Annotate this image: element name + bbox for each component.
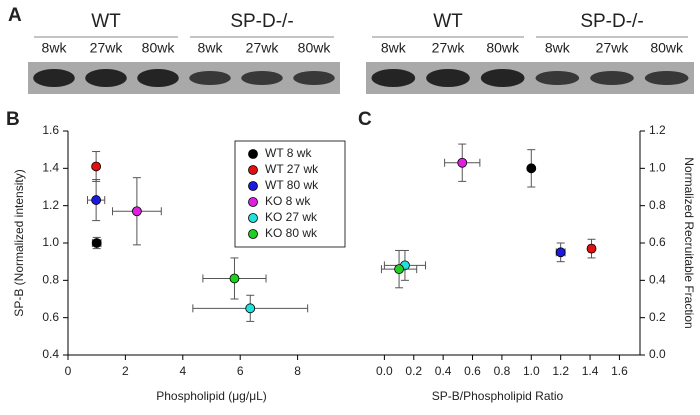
- lane-label: 80wk: [298, 40, 332, 56]
- lane-label: 8wk: [381, 40, 407, 56]
- y-tick-label: 0.6: [42, 310, 59, 324]
- legend-marker: [248, 181, 258, 191]
- legend-label: WT 8 wk: [265, 146, 312, 160]
- point: [229, 273, 240, 284]
- legend-marker: [248, 229, 258, 239]
- blot-band: [189, 71, 231, 85]
- x-tick-label: 6: [237, 364, 244, 378]
- blot-band: [426, 69, 470, 87]
- point: [91, 238, 102, 248]
- point: [91, 161, 102, 172]
- blot-band: [535, 71, 580, 85]
- blot-band: [480, 69, 525, 87]
- y-tick-label: 0.8: [649, 198, 666, 212]
- lane-label: 8wk: [545, 40, 571, 56]
- point: [586, 243, 597, 254]
- blot-band: [137, 69, 179, 87]
- x-tick-label: 0.4: [435, 364, 452, 378]
- blot-group-label: WT: [91, 11, 121, 32]
- x-axis-label: Phospholipid (μg/μL): [156, 389, 267, 403]
- point: [555, 247, 566, 258]
- lane-label: 80wk: [486, 40, 520, 56]
- x-axis-label: SP-B/Phospholipid Ratio: [432, 389, 564, 403]
- panel-label: B: [6, 109, 20, 130]
- legend-label: KO 8 wk: [265, 194, 311, 208]
- lane-label: 8wk: [198, 40, 224, 56]
- x-tick-label: 1.4: [582, 364, 599, 378]
- x-tick-label: 4: [179, 364, 186, 378]
- x-tick-label: 1.0: [523, 364, 540, 378]
- lane-label: 27wk: [246, 40, 280, 56]
- x-tick-label: 0: [65, 364, 72, 378]
- lane-label: 27wk: [596, 40, 630, 56]
- point: [131, 206, 142, 217]
- lane-label: 27wk: [432, 40, 466, 56]
- panel-label: C: [358, 109, 372, 130]
- blot-strip: [366, 62, 694, 94]
- legend-label: KO 80 wk: [265, 226, 318, 240]
- blot-strip: [28, 62, 340, 94]
- lane-label: 80wk: [650, 40, 684, 56]
- blot-band: [241, 71, 283, 85]
- point: [526, 163, 537, 174]
- y-tick-label: 0.4: [649, 273, 666, 287]
- legend-label: KO 27 wk: [265, 210, 318, 224]
- x-tick-label: 0.8: [494, 364, 511, 378]
- y-tick-label: 1.2: [649, 123, 666, 137]
- legend-label: WT 27 wk: [265, 162, 319, 176]
- blot-group-label: SP-D-/-: [230, 11, 293, 32]
- blot-band: [85, 69, 127, 87]
- y-tick-label: 1.6: [42, 123, 59, 137]
- y-tick-label: 0.4: [42, 347, 59, 361]
- x-tick-label: 0.0: [376, 364, 393, 378]
- legend-label: WT 80 wk: [265, 178, 319, 192]
- x-tick-label: 2: [122, 364, 129, 378]
- legend-marker: [248, 197, 258, 207]
- panel-label: A: [8, 5, 22, 26]
- point: [245, 303, 256, 314]
- blot-group-label: WT: [433, 11, 463, 32]
- y-axis-label: SP-B (Normalized intensity): [12, 169, 26, 316]
- lane-label: 80wk: [142, 40, 176, 56]
- point: [91, 195, 102, 205]
- blot-band: [371, 69, 416, 87]
- x-tick-label: 1.6: [611, 364, 628, 378]
- y-tick-label: 0.2: [649, 310, 666, 324]
- legend-marker: [248, 165, 258, 175]
- blot-band: [293, 71, 335, 85]
- x-tick-label: 0.2: [405, 364, 422, 378]
- y-tick-label: 1.0: [42, 235, 59, 249]
- y-axis-label: Normalized Recruitable Fraction: [682, 157, 696, 328]
- lane-label: 8wk: [42, 40, 68, 56]
- y-tick-label: 1.0: [649, 161, 666, 175]
- point: [457, 157, 468, 168]
- point: [394, 264, 404, 275]
- blot-group-label: SP-D-/-: [580, 11, 643, 32]
- y-tick-label: 1.2: [42, 198, 59, 212]
- legend-marker: [248, 213, 258, 223]
- blot-band: [644, 71, 689, 85]
- y-tick-label: 0.8: [42, 273, 59, 287]
- x-tick-label: 8: [294, 364, 301, 378]
- y-tick-label: 0.0: [649, 347, 666, 361]
- lane-label: 27wk: [90, 40, 124, 56]
- x-tick-label: 1.2: [552, 364, 569, 378]
- blot-band: [590, 71, 634, 85]
- y-tick-label: 1.4: [42, 161, 59, 175]
- blot-band: [33, 69, 75, 87]
- legend-marker: [248, 149, 258, 159]
- x-tick-label: 0.6: [464, 364, 481, 378]
- y-tick-label: 0.6: [649, 235, 666, 249]
